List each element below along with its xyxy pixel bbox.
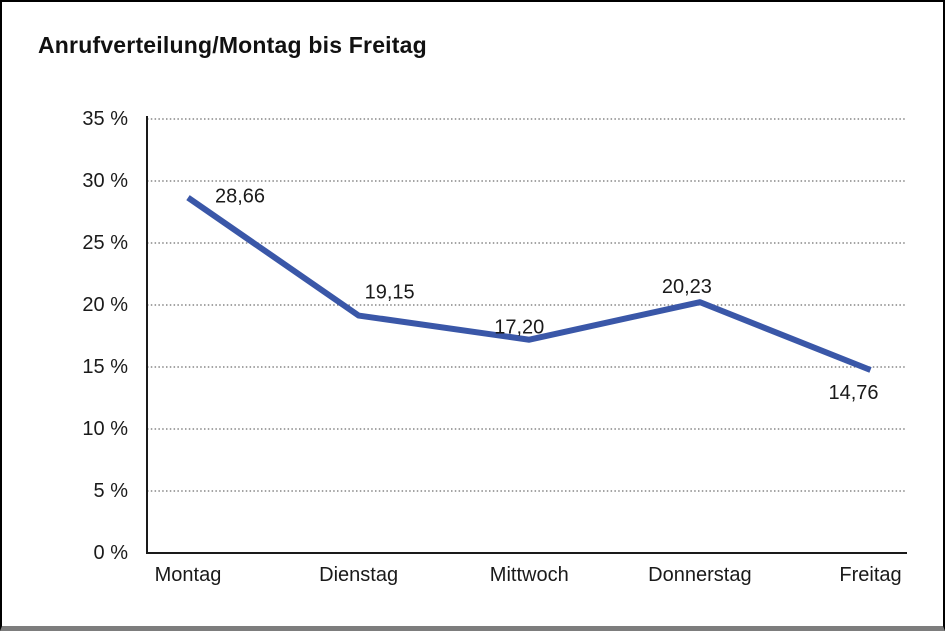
x-category-label: Mittwoch	[489, 564, 569, 586]
point-value-label: 19,15	[365, 282, 415, 304]
y-tick-label: 35 %	[82, 108, 128, 130]
y-tick-label: 30 %	[82, 170, 128, 192]
y-tick-label: 0 %	[93, 542, 128, 564]
data-line	[186, 195, 872, 373]
x-category-label: Donnerstag	[648, 564, 752, 586]
point-value-label: 14,76	[828, 382, 878, 404]
x-category-label: Dienstag	[319, 564, 399, 586]
point-value-label: 20,23	[662, 276, 712, 298]
point-value-label: 28,66	[215, 186, 265, 208]
y-tick-label: 10 %	[82, 418, 128, 440]
y-tick-label: 25 %	[82, 232, 128, 254]
x-category-label: Montag	[154, 564, 222, 586]
y-tick-label: 20 %	[82, 294, 128, 316]
point-value-label: 17,20	[494, 317, 544, 339]
y-tick-label: 5 %	[93, 480, 128, 502]
y-tick-label: 15 %	[82, 356, 128, 378]
x-category-label: Freitag	[839, 564, 902, 586]
chart-title: Anrufverteilung/Montag bis Freitag	[38, 32, 427, 58]
